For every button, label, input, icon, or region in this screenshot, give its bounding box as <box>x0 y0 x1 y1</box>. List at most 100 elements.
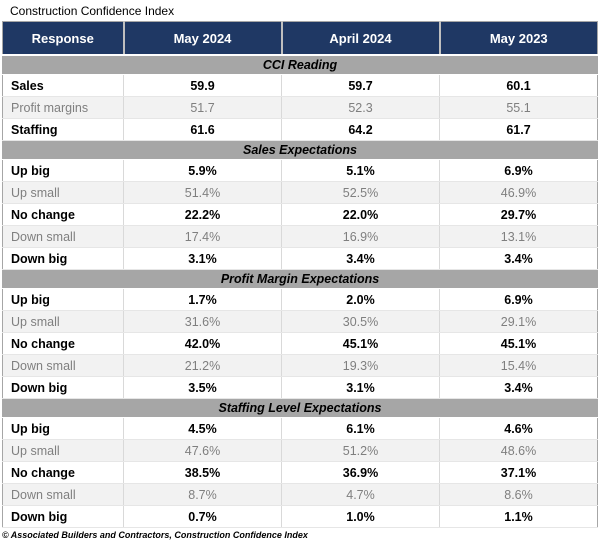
row-value: 19.3% <box>281 354 440 377</box>
row-value: 16.9% <box>281 225 440 248</box>
row-label: Up small <box>2 181 124 204</box>
row-value: 5.1% <box>281 159 440 182</box>
row-value: 3.1% <box>281 376 440 399</box>
row-value: 52.5% <box>281 181 440 204</box>
row-value: 64.2 <box>281 118 440 141</box>
row-value: 59.7 <box>281 74 440 97</box>
row-label: Down small <box>2 483 124 506</box>
row-value: 22.2% <box>123 203 282 226</box>
row-value: 22.0% <box>281 203 440 226</box>
col-header-may-2023: May 2023 <box>438 21 598 56</box>
row-value: 6.9% <box>439 159 598 182</box>
row-value: 51.2% <box>281 439 440 462</box>
row-label: No change <box>2 461 124 484</box>
row-label: Up big <box>2 288 124 311</box>
row-value: 51.4% <box>123 181 282 204</box>
cci-table: Response May 2024 April 2024 May 2023 CC… <box>2 21 598 528</box>
row-value: 13.1% <box>439 225 598 248</box>
row-label: Up big <box>2 159 124 182</box>
row-value: 5.9% <box>123 159 282 182</box>
row-value: 37.1% <box>439 461 598 484</box>
header-row: Response May 2024 April 2024 May 2023 <box>2 21 598 56</box>
row-value: 8.6% <box>439 483 598 506</box>
section-header-row: Staffing Level Expectations <box>2 398 598 418</box>
table-row: Up big 5.9% 5.1% 6.9% <box>2 159 598 182</box>
table-row: Down big 3.1% 3.4% 3.4% <box>2 247 598 270</box>
row-value: 15.4% <box>439 354 598 377</box>
row-value: 1.1% <box>439 505 598 528</box>
row-value: 36.9% <box>281 461 440 484</box>
row-value: 45.1% <box>281 332 440 355</box>
row-value: 3.1% <box>123 247 282 270</box>
row-label: Profit margins <box>2 96 124 119</box>
row-value: 47.6% <box>123 439 282 462</box>
row-value: 46.9% <box>439 181 598 204</box>
row-value: 61.7 <box>439 118 598 141</box>
row-label: No change <box>2 332 124 355</box>
row-value: 51.7 <box>123 96 282 119</box>
row-label: Up small <box>2 310 124 333</box>
row-value: 4.5% <box>123 417 282 440</box>
page-title: Construction Confidence Index <box>10 4 175 18</box>
section-header-row: Profit Margin Expectations <box>2 269 598 289</box>
row-value: 55.1 <box>439 96 598 119</box>
col-header-april-2024: April 2024 <box>280 21 440 56</box>
row-label: Down small <box>2 354 124 377</box>
row-value: 0.7% <box>123 505 282 528</box>
row-label: Down small <box>2 225 124 248</box>
row-value: 3.4% <box>439 376 598 399</box>
row-label: Staffing <box>2 118 124 141</box>
table-row: Down big 3.5% 3.1% 3.4% <box>2 376 598 399</box>
row-value: 52.3 <box>281 96 440 119</box>
table-row: Down small 21.2% 19.3% 15.4% <box>2 354 598 377</box>
row-value: 60.1 <box>439 74 598 97</box>
section-header: Staffing Level Expectations <box>2 398 598 418</box>
table-row: Down small 8.7% 4.7% 8.6% <box>2 483 598 506</box>
table-row: No change 42.0% 45.1% 45.1% <box>2 332 598 355</box>
row-value: 3.4% <box>281 247 440 270</box>
row-value: 3.5% <box>123 376 282 399</box>
row-value: 61.6 <box>123 118 282 141</box>
row-value: 6.9% <box>439 288 598 311</box>
row-value: 45.1% <box>439 332 598 355</box>
table-row: Down big 0.7% 1.0% 1.1% <box>2 505 598 528</box>
row-label: Down big <box>2 247 124 270</box>
row-label: Up small <box>2 439 124 462</box>
row-label: Sales <box>2 74 124 97</box>
table-row: Up big 1.7% 2.0% 6.9% <box>2 288 598 311</box>
row-label: Up big <box>2 417 124 440</box>
table-row: Up small 31.6% 30.5% 29.1% <box>2 310 598 333</box>
row-label: Down big <box>2 505 124 528</box>
col-header-response: Response <box>2 21 124 56</box>
row-value: 1.7% <box>123 288 282 311</box>
row-value: 59.9 <box>123 74 282 97</box>
table-row: No change 22.2% 22.0% 29.7% <box>2 203 598 226</box>
row-label: Down big <box>2 376 124 399</box>
row-value: 48.6% <box>439 439 598 462</box>
table-row: Down small 17.4% 16.9% 13.1% <box>2 225 598 248</box>
section-header: Profit Margin Expectations <box>2 269 598 289</box>
row-value: 31.6% <box>123 310 282 333</box>
section-header: CCI Reading <box>2 54 598 75</box>
row-value: 38.5% <box>123 461 282 484</box>
row-value: 4.7% <box>281 483 440 506</box>
source-note: © Associated Builders and Contractors, C… <box>2 530 308 540</box>
section-header: Sales Expectations <box>2 140 598 160</box>
table-row: Up small 47.6% 51.2% 48.6% <box>2 439 598 462</box>
section-header-row: Sales Expectations <box>2 140 598 160</box>
row-value: 29.1% <box>439 310 598 333</box>
row-value: 2.0% <box>281 288 440 311</box>
row-value: 1.0% <box>281 505 440 528</box>
section-header-row: CCI Reading <box>2 54 598 75</box>
table-row: Up small 51.4% 52.5% 46.9% <box>2 181 598 204</box>
table-row: No change 38.5% 36.9% 37.1% <box>2 461 598 484</box>
table-row: Staffing 61.6 64.2 61.7 <box>2 118 598 141</box>
table-row: Up big 4.5% 6.1% 4.6% <box>2 417 598 440</box>
row-value: 21.2% <box>123 354 282 377</box>
table-row: Sales 59.9 59.7 60.1 <box>2 74 598 97</box>
row-value: 3.4% <box>439 247 598 270</box>
col-header-may-2024: May 2024 <box>122 21 282 56</box>
row-value: 29.7% <box>439 203 598 226</box>
row-value: 30.5% <box>281 310 440 333</box>
